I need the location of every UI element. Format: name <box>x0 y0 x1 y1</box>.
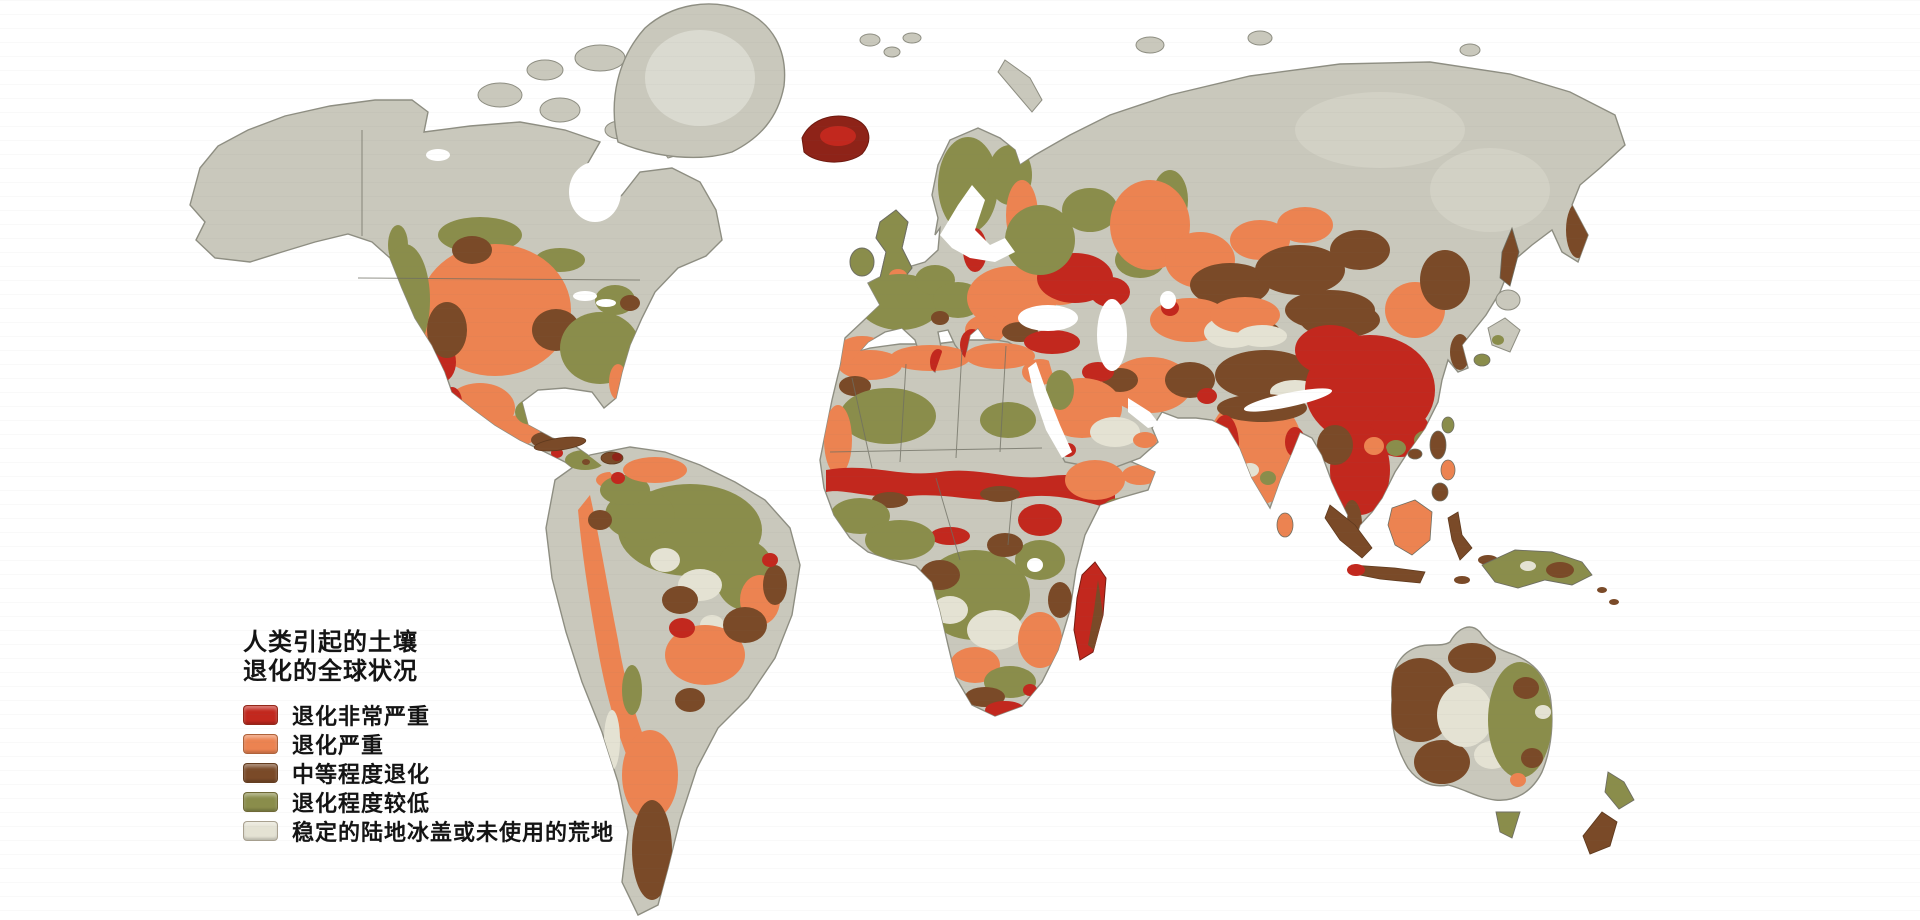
country-borders <box>357 130 1043 561</box>
legend-items: 退化非常严重 退化严重 中等程度退化 退化程度较低 稳定的陆地冰盖或未使用的荒地 <box>243 700 615 846</box>
legend-label: 退化程度较低 <box>292 791 431 817</box>
seas-and-lakes <box>426 149 1176 572</box>
legend-item-moderate: 中等程度退化 <box>243 758 614 788</box>
new-guinea <box>1481 549 1619 605</box>
legend-item-stable: 稳定的陆地冰盖或未使用的荒地 <box>243 816 615 846</box>
legend-swatch-very-severe <box>243 704 278 725</box>
british-isles <box>849 209 913 287</box>
legend-swatch-low <box>243 791 278 812</box>
australia-degradation-fills <box>1391 643 1552 787</box>
legend: 人类引起的土壤 退化的全球状况 退化非常严重 退化严重 中等程度退化 退化程度较… <box>243 628 615 846</box>
legend-item-severe: 退化严重 <box>243 729 614 759</box>
legend-label: 稳定的陆地冰盖或未使用的荒地 <box>292 820 615 846</box>
map-title-line2: 退化的全球状况 <box>243 657 418 685</box>
legend-label: 退化非常严重 <box>292 704 431 730</box>
iceland <box>801 115 870 163</box>
legend-label: 中等程度退化 <box>292 762 431 788</box>
indonesia <box>1324 499 1498 584</box>
greenland <box>613 3 786 159</box>
legend-swatch-severe <box>243 733 278 754</box>
legend-item-low: 退化程度较低 <box>243 787 614 817</box>
tasmania-newzealand <box>1495 771 1635 855</box>
map-title-line1: 人类引起的土壤 <box>243 628 418 656</box>
east-asia-islands <box>1276 226 1521 538</box>
map-title: 人类引起的土壤 退化的全球状况 <box>243 628 614 686</box>
caribbean-islands <box>533 436 640 466</box>
legend-label: 退化严重 <box>292 733 385 759</box>
legend-item-very-severe: 退化非常严重 <box>243 700 614 730</box>
legend-swatch-stable <box>243 820 278 841</box>
legend-swatch-moderate <box>243 762 278 783</box>
madagascar <box>1073 561 1107 661</box>
